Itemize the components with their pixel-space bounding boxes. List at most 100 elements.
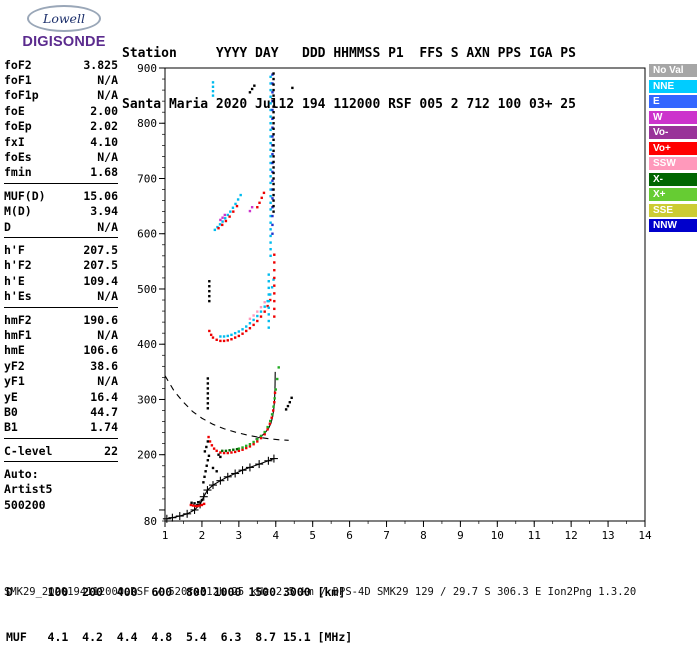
x-tick-label: 11 bbox=[528, 529, 541, 542]
param-value: N/A bbox=[97, 73, 118, 88]
param-value: 109.4 bbox=[83, 273, 118, 288]
header-column-titles: Station YYYY DAY DDD HHMMSS P1 FFS S AXN… bbox=[122, 46, 576, 61]
legend-item-ssw: SSW bbox=[649, 157, 697, 170]
series-f-trace-2hop-ssw bbox=[248, 301, 266, 321]
series-o-trace-fit bbox=[255, 371, 276, 440]
series-f-trace-3hop-o bbox=[217, 191, 266, 230]
x-tick-label: 4 bbox=[272, 529, 279, 542]
legend-item-vo: Vo- bbox=[649, 126, 697, 139]
param-label: foEp bbox=[4, 119, 32, 134]
param-label: foE bbox=[4, 103, 25, 118]
param-label: foF1 bbox=[4, 73, 32, 88]
x-tick-label: 7 bbox=[383, 529, 390, 542]
legend-item-e: E bbox=[649, 95, 697, 108]
param-value: 2.02 bbox=[90, 119, 118, 134]
x-tick-label: 3 bbox=[236, 529, 243, 542]
param-row-yf2: yF2 38.6 bbox=[4, 358, 118, 373]
legend-item-x: X+ bbox=[649, 188, 697, 201]
series-top-specks-nne bbox=[211, 81, 215, 97]
y-tick-label: 800 bbox=[137, 117, 157, 130]
param-value: N/A bbox=[97, 327, 118, 342]
param-value: 38.6 bbox=[90, 358, 118, 373]
param-label: B1 bbox=[4, 420, 18, 435]
param-value: N/A bbox=[97, 219, 118, 234]
series-f-trace-1hop-x bbox=[237, 366, 280, 450]
param-label: hmF2 bbox=[4, 312, 32, 327]
param-value: 106.6 bbox=[83, 343, 118, 358]
legend-item-no-val: No Val bbox=[649, 64, 697, 77]
ionogram-parameters-panel: foF2 3.825 foF1 N/A foF1p N/A foE 2.00 foEp 2.02 f… bbox=[4, 57, 118, 513]
series-e-region-noise bbox=[190, 440, 222, 505]
legend-item-w: W bbox=[649, 110, 697, 124]
param-row-h-f: h'F 207.5 bbox=[4, 242, 118, 257]
param-row-d: D N/A bbox=[4, 219, 118, 234]
param-label: C-level bbox=[4, 443, 53, 458]
y-tick-label: 400 bbox=[137, 338, 157, 351]
param-value: 1.74 bbox=[90, 420, 118, 435]
param-row-h-es: h'Es N/A bbox=[4, 288, 118, 303]
y-tick-label: 700 bbox=[137, 172, 157, 185]
param-label: yE bbox=[4, 389, 18, 404]
param-row-auto: Auto: bbox=[4, 466, 118, 481]
param-separator bbox=[4, 306, 118, 308]
param-label: h'Es bbox=[4, 289, 32, 304]
param-value: 190.6 bbox=[83, 312, 118, 327]
param-row-h-f2: h'F2 207.5 bbox=[4, 258, 118, 273]
series-e-trace-o bbox=[189, 502, 206, 508]
param-label: fmin bbox=[4, 165, 32, 180]
param-label: foF2 bbox=[4, 57, 32, 72]
series-x-cusp-extra bbox=[284, 396, 293, 411]
param-label: 500200 bbox=[4, 497, 46, 512]
param-value: 15.06 bbox=[83, 188, 118, 203]
param-row-fof2: foF2 3.825 bbox=[4, 57, 118, 72]
param-label: fxI bbox=[4, 134, 25, 149]
legend-item-nnw: NNW bbox=[649, 219, 697, 232]
legend-item-x: X- bbox=[649, 172, 697, 186]
series-transmission-curve bbox=[164, 375, 289, 441]
series-spread-f-low-nne bbox=[267, 273, 270, 329]
param-value: N/A bbox=[97, 88, 118, 103]
param-label: yF1 bbox=[4, 374, 25, 389]
x-tick-label: 10 bbox=[491, 529, 504, 542]
logo-lowell-text: Lowell bbox=[43, 11, 85, 26]
station-header: Station YYYY DAY DDD HHMMSS P1 FFS S AXN… bbox=[122, 11, 576, 130]
param-row-foe: foE 2.00 bbox=[4, 103, 118, 118]
param-value: 207.5 bbox=[83, 258, 118, 273]
series-mid-noise bbox=[206, 377, 210, 410]
param-separator bbox=[4, 461, 118, 463]
param-row-b1: B1 1.74 bbox=[4, 420, 118, 435]
param-value: 22 bbox=[104, 443, 118, 458]
param-row-m-d: M(D) 3.94 bbox=[4, 204, 118, 219]
series-f-trace-1hop-xminus bbox=[221, 447, 239, 453]
x-tick-label: 6 bbox=[346, 529, 353, 542]
param-value: 3.825 bbox=[83, 57, 118, 72]
x-tick-label: 13 bbox=[601, 529, 614, 542]
param-label: foEs bbox=[4, 150, 32, 165]
param-value: 44.7 bbox=[90, 404, 118, 419]
param-row-fmin: fmin 1.68 bbox=[4, 165, 118, 180]
legend-item-sse: SSE bbox=[649, 203, 697, 217]
param-row-foep: foEp 2.02 bbox=[4, 119, 118, 134]
series-f-trace-2hop-o bbox=[208, 298, 272, 343]
series-hop2-strand bbox=[208, 280, 211, 303]
x-tick-label: 14 bbox=[638, 529, 652, 542]
series-f-trace-2hop-nne bbox=[219, 278, 275, 338]
status-line: SMK29_2020194112000.RSF / 520fx512h 25 k… bbox=[4, 586, 637, 598]
y-tick-label: 500 bbox=[137, 283, 157, 296]
param-label: M(D) bbox=[4, 204, 32, 219]
legend-item-vo: Vo+ bbox=[649, 141, 697, 155]
param-label: h'E bbox=[4, 273, 25, 288]
logo-ellipse: Lowell bbox=[27, 5, 101, 32]
logo-digisonde-text: DIGISONDE bbox=[22, 34, 106, 50]
param-separator bbox=[4, 437, 118, 439]
param-label: hmE bbox=[4, 343, 25, 358]
y-tick-label: 900 bbox=[137, 62, 157, 75]
muf-distance-table: D 100 200 400 600 800 1000 1500 3000 [km… bbox=[6, 555, 352, 660]
param-row-artist5: Artist5 bbox=[4, 482, 118, 497]
x-tick-label: 8 bbox=[420, 529, 427, 542]
series-f-trace-3hop-w bbox=[219, 206, 254, 222]
series-f-trace-1hop-o bbox=[207, 391, 277, 455]
param-label: hmF1 bbox=[4, 327, 32, 342]
param-value: 1.68 bbox=[90, 165, 118, 180]
param-row-hmf2: hmF2 190.6 bbox=[4, 312, 118, 327]
